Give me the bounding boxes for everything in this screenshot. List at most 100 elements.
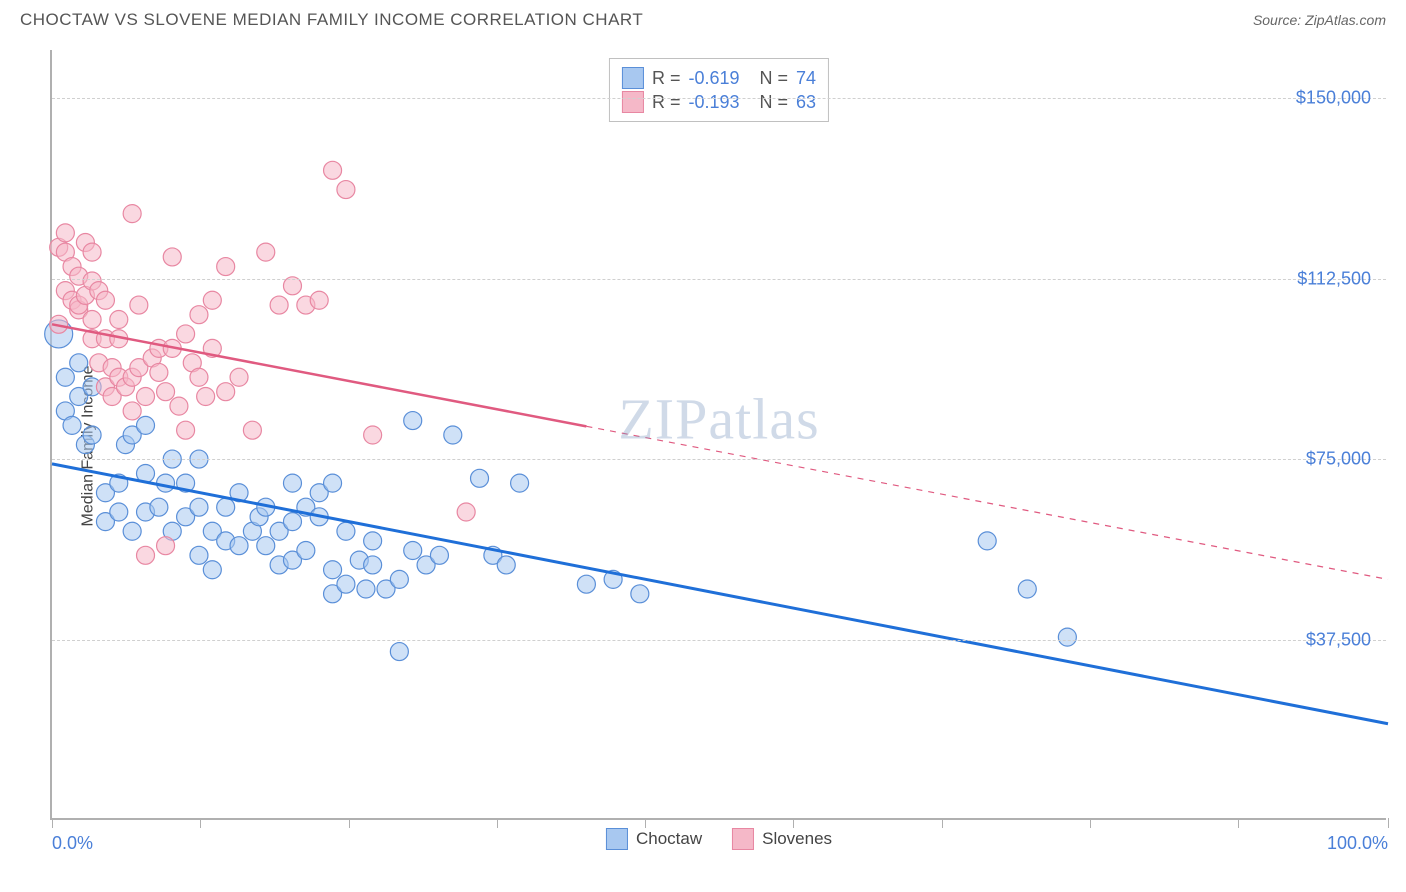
plot-area: ZIPatlas R = -0.619N = 74R = -0.193N = 6…: [50, 50, 1386, 820]
data-point: [63, 416, 81, 434]
legend-label: Choctaw: [636, 829, 702, 849]
data-point: [357, 580, 375, 598]
x-tick: [1090, 818, 1091, 828]
data-point: [430, 546, 448, 564]
data-point: [310, 291, 328, 309]
chart-svg: [52, 50, 1386, 818]
data-point: [230, 537, 248, 555]
data-point: [1058, 628, 1076, 646]
data-point: [137, 416, 155, 434]
data-point: [177, 325, 195, 343]
data-point: [217, 498, 235, 516]
correlation-legend: R = -0.619N = 74R = -0.193N = 63: [609, 58, 829, 122]
legend-swatch: [732, 828, 754, 850]
x-tick: [349, 818, 350, 828]
data-point: [137, 388, 155, 406]
x-tick: [497, 818, 498, 828]
data-point: [230, 368, 248, 386]
data-point: [217, 383, 235, 401]
y-tick-label: $150,000: [1296, 88, 1371, 109]
legend-n-value: 74: [796, 68, 816, 89]
data-point: [297, 542, 315, 560]
gridline: [52, 98, 1386, 99]
x-tick: [793, 818, 794, 828]
data-point: [190, 546, 208, 564]
data-point: [978, 532, 996, 550]
data-point: [123, 205, 141, 223]
data-point: [96, 291, 114, 309]
data-point: [364, 532, 382, 550]
data-point: [444, 426, 462, 444]
data-point: [197, 388, 215, 406]
legend-item: Slovenes: [732, 828, 832, 850]
data-point: [157, 474, 175, 492]
data-point: [83, 311, 101, 329]
data-point: [243, 421, 261, 439]
trend-line: [52, 464, 1388, 724]
data-point: [203, 561, 221, 579]
y-tick-label: $112,500: [1297, 268, 1371, 289]
trend-line-dashed: [586, 426, 1388, 579]
legend-r-value: -0.193: [688, 92, 739, 113]
data-point: [364, 426, 382, 444]
x-tick: [942, 818, 943, 828]
x-tick: [52, 818, 53, 828]
data-point: [157, 537, 175, 555]
gridline: [52, 459, 1386, 460]
legend-row: R = -0.619N = 74: [622, 67, 816, 89]
data-point: [83, 426, 101, 444]
data-point: [270, 296, 288, 314]
data-point: [324, 474, 342, 492]
data-point: [337, 181, 355, 199]
data-point: [163, 248, 181, 266]
data-point: [70, 354, 88, 372]
data-point: [390, 643, 408, 661]
data-point: [56, 224, 74, 242]
data-point: [283, 474, 301, 492]
data-point: [170, 397, 188, 415]
data-point: [404, 412, 422, 430]
data-point: [190, 498, 208, 516]
x-tick: [1388, 818, 1389, 828]
data-point: [157, 383, 175, 401]
data-point: [137, 546, 155, 564]
data-point: [471, 469, 489, 487]
data-point: [110, 503, 128, 521]
data-point: [457, 503, 475, 521]
y-tick-label: $37,500: [1306, 629, 1371, 650]
x-tick: [200, 818, 201, 828]
gridline: [52, 279, 1386, 280]
data-point: [337, 575, 355, 593]
data-point: [324, 161, 342, 179]
data-point: [177, 421, 195, 439]
legend-r-value: -0.619: [688, 68, 739, 89]
data-point: [190, 368, 208, 386]
data-point: [324, 561, 342, 579]
data-point: [390, 570, 408, 588]
x-tick: [645, 818, 646, 828]
data-point: [404, 542, 422, 560]
source-attribution: Source: ZipAtlas.com: [1253, 12, 1386, 28]
data-point: [217, 258, 235, 276]
data-point: [577, 575, 595, 593]
chart-title: CHOCTAW VS SLOVENE MEDIAN FAMILY INCOME …: [20, 10, 643, 30]
data-point: [257, 537, 275, 555]
data-point: [257, 243, 275, 261]
legend-n-value: 63: [796, 92, 816, 113]
x-tick-label: 0.0%: [52, 833, 93, 854]
data-point: [1018, 580, 1036, 598]
data-point: [110, 311, 128, 329]
legend-swatch: [622, 67, 644, 89]
legend-label: Slovenes: [762, 829, 832, 849]
x-tick-label: 100.0%: [1327, 833, 1388, 854]
data-point: [283, 513, 301, 531]
data-point: [56, 368, 74, 386]
data-point: [123, 402, 141, 420]
legend-swatch: [606, 828, 628, 850]
data-point: [337, 522, 355, 540]
legend-n-label: N =: [760, 92, 789, 113]
data-point: [364, 556, 382, 574]
data-point: [631, 585, 649, 603]
data-point: [150, 498, 168, 516]
x-tick: [1238, 818, 1239, 828]
